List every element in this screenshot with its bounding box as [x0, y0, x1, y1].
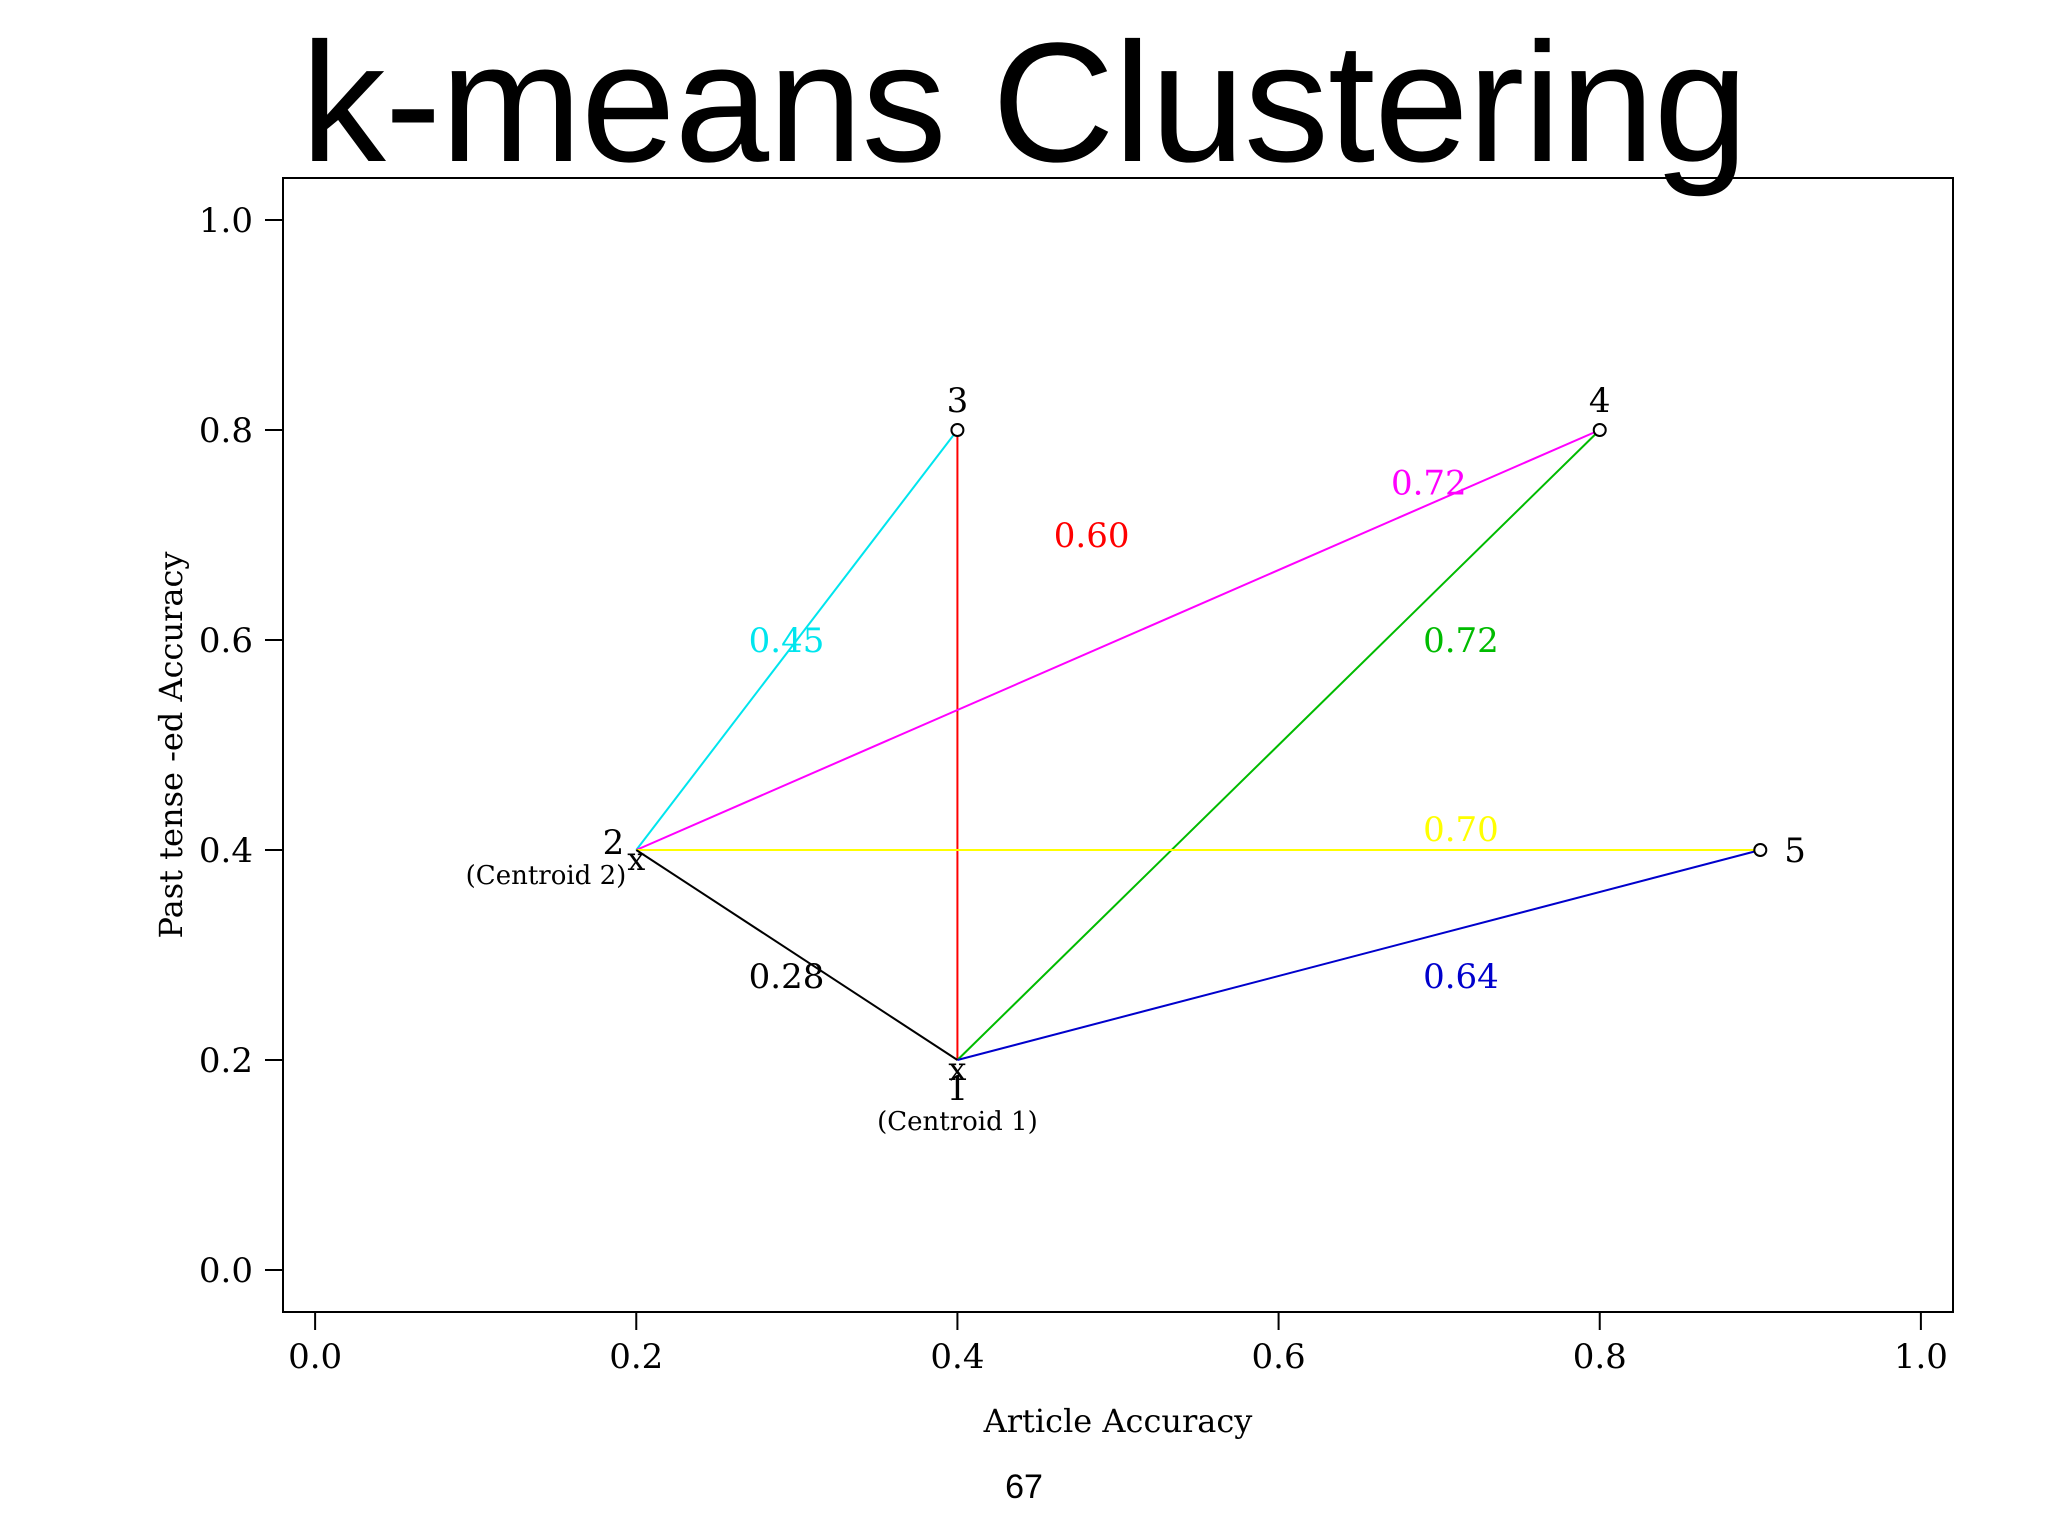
distance-label-1-4: 0.72 [1423, 621, 1499, 661]
y-tick-label: 0.0 [199, 1251, 253, 1291]
distance-line-2-4 [635, 429, 1601, 851]
x-tick-label: 0.8 [1573, 1337, 1627, 1377]
distance-label-2-5: 0.70 [1423, 810, 1499, 850]
distance-line-2-1 [635, 849, 958, 1061]
distance-label-1-5: 0.64 [1423, 957, 1499, 997]
distance-label-2-1: 0.28 [749, 957, 825, 997]
y-tick-label: 0.4 [199, 831, 253, 871]
page-number: 67 [1005, 1468, 1043, 1506]
y-tick-label: 0.2 [199, 1041, 253, 1081]
centroid-1-label: 1 [947, 1069, 969, 1109]
point-5-label: 5 [1784, 831, 1806, 871]
x-tick-label: 0.4 [930, 1337, 984, 1377]
centroid-2-caption: (Centroid 2) [466, 861, 627, 891]
y-tick-label: 0.8 [199, 411, 253, 451]
centroid-2-marker: x [627, 840, 645, 878]
centroid-1-marker: x [948, 1050, 966, 1088]
x-axis-label: Article Accuracy [983, 1402, 1253, 1440]
y-tick-label: 1.0 [199, 201, 253, 241]
x-tick-label: 0.2 [609, 1337, 663, 1377]
data-points: x1(Centroid 1)x2(Centroid 2)3 45 [466, 381, 1806, 1137]
distance-lines: 0.45 0.60 0.72 0.72 0.70 0.64 0.28 [635, 429, 1761, 1061]
y-axis-label: Past tense -ed Accuracy [152, 552, 190, 939]
distance-line-1-4 [956, 429, 1601, 1061]
distance-label-2-3: 0.45 [749, 621, 825, 661]
plot-frame [282, 177, 1954, 1313]
slide-title: k-means Clustering [300, 8, 1748, 198]
point-5-marker [1753, 843, 1768, 857]
point-3-marker [950, 423, 965, 437]
point-3-label: 3 [947, 381, 969, 421]
distance-label-1-3: 0.60 [1054, 516, 1130, 556]
y-tick-label: 0.6 [199, 621, 253, 661]
distance-label-2-4: 0.72 [1391, 464, 1467, 504]
axes: 0.0 0.2 0.4 0.6 0.8 1.0 0.0 0.2 0.4 0.6 0.8 1.0 [199, 201, 1948, 1377]
x-tick-label: 0.0 [288, 1337, 342, 1377]
centroid-2-label: 2 [603, 823, 625, 863]
distance-line-2-3 [635, 429, 959, 851]
point-4-label: 4 [1589, 381, 1611, 421]
centroid-1-caption: (Centroid 1) [877, 1107, 1038, 1137]
distance-line-1-5 [957, 849, 1761, 1061]
point-4-marker [1592, 423, 1607, 437]
x-tick-label: 0.6 [1252, 1337, 1306, 1377]
x-tick-label: 1.0 [1894, 1337, 1948, 1377]
